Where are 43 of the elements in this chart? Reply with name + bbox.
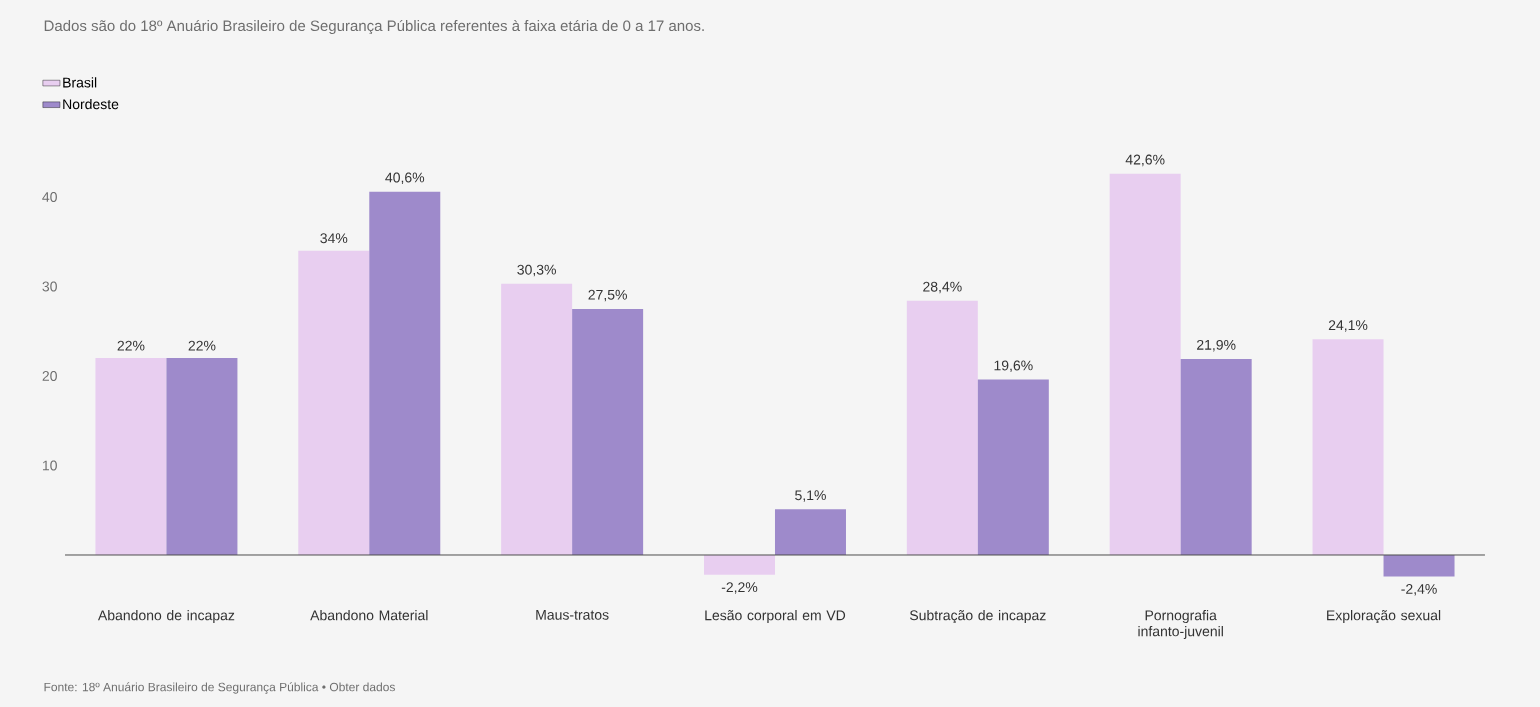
bar [166,358,238,555]
y-tick-label: 30 [42,281,57,292]
source-note: Fonte: 18º Anuário Brasileiro de Segurança Pública • Obter dados [44,682,395,694]
bar [369,191,441,555]
data-label: 5,1% [795,490,826,502]
data-label: 22% [188,340,216,351]
x-tick-label: Pornografia infanto-juvenil [1138,610,1223,640]
legend-label: Brasil [63,77,97,88]
x-tick-label: Lesão corporal em VD [705,610,846,624]
bar [1180,359,1252,555]
legend-label: Nordeste [63,98,119,110]
y-tick-label: 20 [42,371,57,381]
data-label: 40,6% [385,172,425,185]
data-label: 28,4% [923,281,962,294]
data-label: 27,5% [588,289,627,302]
bar [774,509,846,555]
bar [1312,339,1384,555]
bar [1109,173,1181,555]
chart-title: Dados são do 18º Anuário Brasileiro de Segurança Pública referentes à faixa etária de 0 a 17 anos. [44,19,704,35]
data-label: 30,3% [517,264,556,277]
data-label: -2,4% [1401,584,1437,596]
data-label: -2,2% [721,582,758,594]
bar [572,308,644,555]
y-tick-label: 10 [42,460,57,471]
x-tick-label: Exploração sexual [1327,610,1441,624]
bar [703,555,775,575]
data-label: 19,6% [994,360,1033,373]
bar [1383,555,1455,577]
x-tick-label: Abandono Material [310,610,428,621]
bar [906,300,978,555]
data-label: 42,6% [1125,154,1165,167]
bar [95,358,167,555]
bar [501,283,573,555]
data-label: 34% [320,233,348,244]
bar [298,250,370,555]
x-tick-label: Maus-tratos [536,610,609,620]
data-label: 24,1% [1328,320,1368,332]
data-label: 22% [117,340,145,351]
y-tick-label: 40 [42,192,57,202]
x-tick-label: Abandono de incapaz [97,610,235,624]
data-label: 21,9% [1197,339,1236,352]
bar [977,379,1049,555]
x-tick-label: Subtração de incapaz [909,610,1046,624]
